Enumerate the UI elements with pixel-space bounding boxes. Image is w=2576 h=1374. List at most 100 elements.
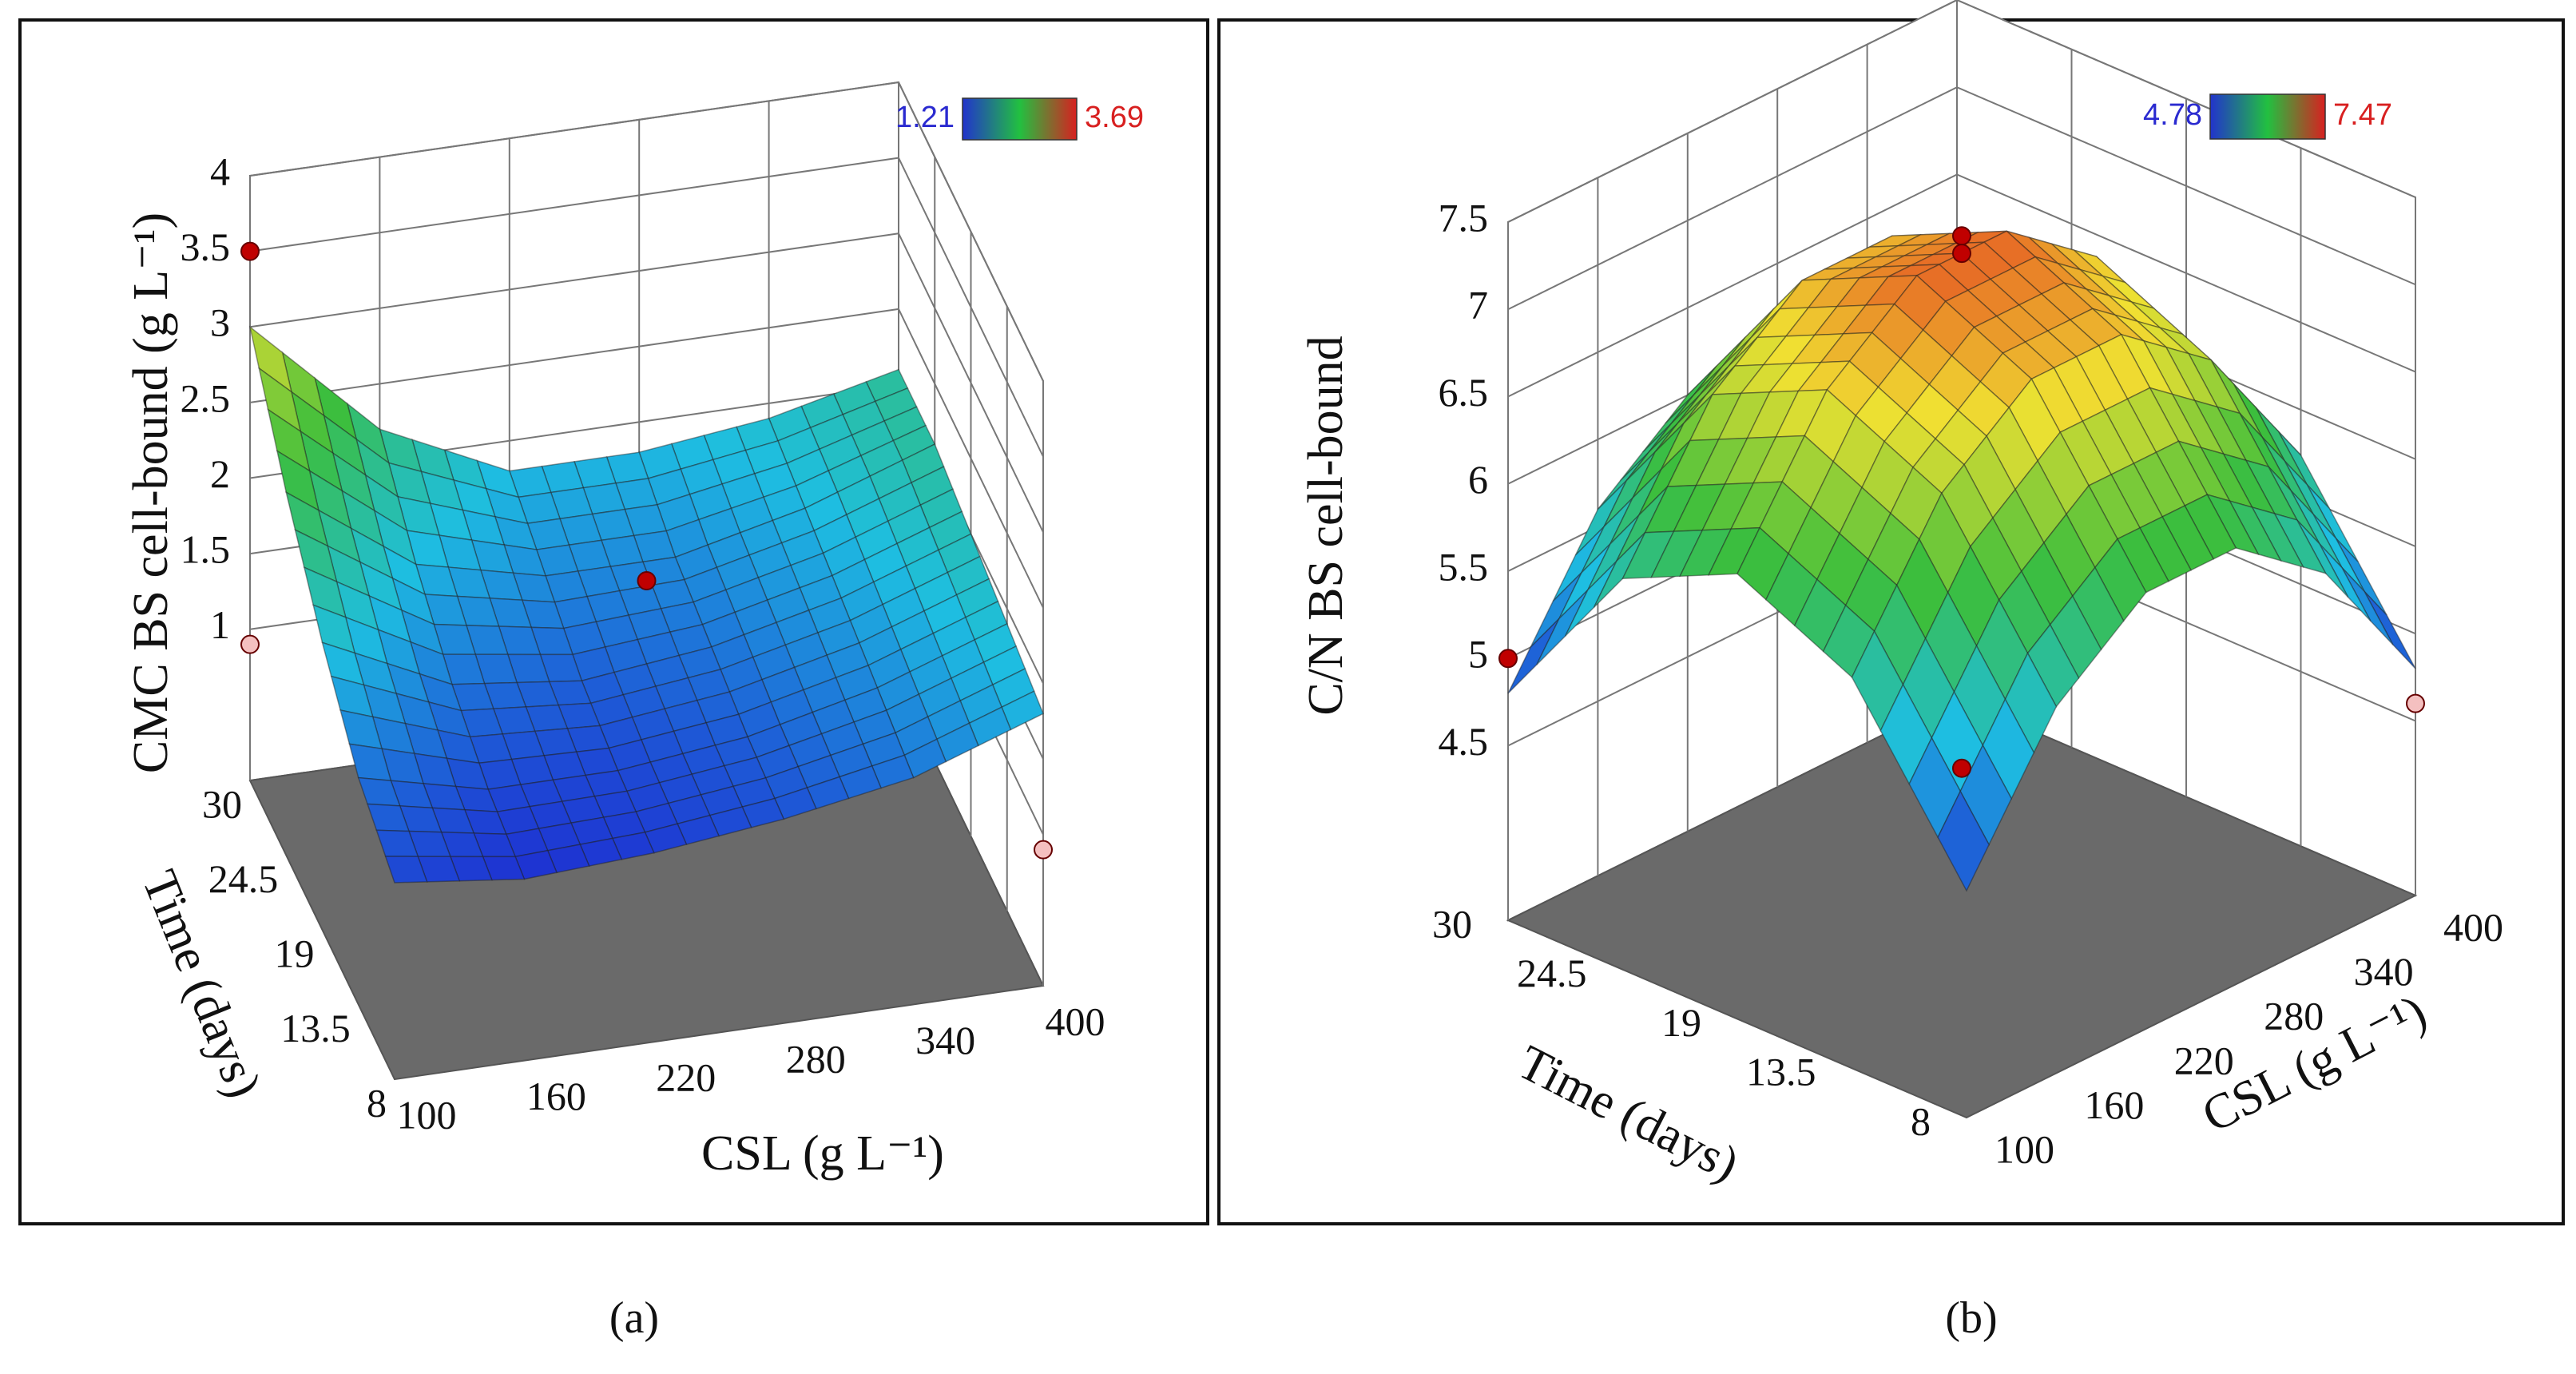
surface-patch xyxy=(366,803,411,832)
surface-patch xyxy=(867,648,911,689)
surface-patch xyxy=(1661,394,1713,470)
z-tick-label: 4.5 xyxy=(1439,719,1489,764)
surface-patch xyxy=(1632,423,1685,498)
surface-patch xyxy=(1689,392,1743,442)
y-tick-label: 30 xyxy=(1432,901,1472,946)
grid-line xyxy=(249,308,1044,609)
surface-patch xyxy=(335,580,379,631)
surface-patch xyxy=(903,738,947,779)
surface-patch xyxy=(387,462,431,505)
surface-patch xyxy=(991,668,1035,709)
x-tick-label: 400 xyxy=(1046,999,1105,1043)
surface-patch xyxy=(321,641,365,686)
surface-patch xyxy=(363,684,407,725)
surface-patch xyxy=(1746,390,1800,439)
z-axis-label: CMC BS cell-bound (g L⁻¹) xyxy=(124,212,178,773)
surface-patch xyxy=(839,765,883,800)
surface-patch xyxy=(1756,307,1810,339)
surface-patch xyxy=(1644,484,1697,534)
panel-label: (b) xyxy=(1945,1293,1997,1343)
surface-patch xyxy=(379,428,423,473)
surface-patch xyxy=(1693,337,1746,395)
surface-patch xyxy=(1778,278,1832,310)
x-tick-label: 100 xyxy=(397,1092,457,1137)
colorbar-max: 7.47 xyxy=(2333,98,2392,132)
grid-line xyxy=(1507,86,2416,311)
surface-patch xyxy=(1740,363,1794,395)
design-point xyxy=(240,241,260,261)
z-tick-label: 1.5 xyxy=(181,527,231,572)
surface-patch xyxy=(1642,394,1695,453)
z-tick-label: 7 xyxy=(1468,283,1488,328)
surface-patch xyxy=(404,722,448,760)
x-axis-label: CSL (g L⁻¹) xyxy=(701,1126,944,1181)
surface-patch xyxy=(1801,267,1854,281)
colorbar-max: 3.69 xyxy=(1085,101,1144,134)
z-tick-label: 7.5 xyxy=(1439,195,1489,240)
surface-patch xyxy=(1536,589,1589,665)
surface-patch xyxy=(908,654,952,696)
x-tick-label: 340 xyxy=(2354,949,2414,994)
surface-patch xyxy=(1784,305,1839,337)
surface-patch xyxy=(905,549,949,590)
surface-patch xyxy=(344,616,388,665)
grid-line xyxy=(1507,173,2416,398)
surface-patch xyxy=(346,402,390,465)
surface-patch xyxy=(1565,561,1617,637)
design-point xyxy=(1952,244,1971,264)
surface-patch xyxy=(1859,264,1911,279)
surface-patch xyxy=(1729,481,1784,530)
surface-patch xyxy=(386,662,430,703)
surface-patch xyxy=(323,414,367,477)
y-tick-label: 19 xyxy=(275,931,315,975)
surface-patch xyxy=(1507,618,1560,694)
y-tick-label: 8 xyxy=(1911,1098,1931,1143)
x-tick-label: 100 xyxy=(1995,1126,2054,1171)
design-point xyxy=(637,571,657,590)
y-tick-label: 13.5 xyxy=(280,1006,351,1050)
colorbar-min: 1.21 xyxy=(895,101,955,134)
surface-patch xyxy=(871,754,915,789)
surface-patch xyxy=(308,469,352,530)
grid-line xyxy=(249,157,1044,458)
z-axis-label: C/N BS cell-bound xyxy=(1299,336,1353,715)
surface-patch xyxy=(1813,304,1868,336)
colorbar xyxy=(2209,93,2326,140)
surface-patch xyxy=(312,604,356,654)
surface-patch xyxy=(1701,482,1755,531)
x-tick-label: 280 xyxy=(786,1036,846,1081)
surface-patch xyxy=(330,675,374,718)
surface-patch xyxy=(399,805,443,833)
surface-patch xyxy=(863,542,907,583)
panel-frame xyxy=(1217,18,2565,1225)
surface-patch xyxy=(1836,276,1890,308)
surface-patch xyxy=(371,716,415,755)
colorbar-min: 4.78 xyxy=(2143,98,2202,132)
y-tick-label: 24.5 xyxy=(1517,951,1587,995)
surface-patch xyxy=(340,489,385,548)
surface-patch xyxy=(1807,277,1861,308)
x-tick-label: 220 xyxy=(2174,1038,2234,1082)
surface-patch xyxy=(355,438,399,498)
surface-patch xyxy=(1791,333,1845,364)
x-tick-label: 160 xyxy=(2084,1082,2144,1127)
surface-patch xyxy=(968,706,1012,747)
design-point xyxy=(2406,693,2425,713)
surface-patch xyxy=(842,400,886,436)
y-axis-label: Time (days) xyxy=(1510,1035,1747,1192)
z-tick-label: 6.5 xyxy=(1439,370,1489,415)
design-point xyxy=(1034,840,1053,860)
panel-frame xyxy=(18,18,1209,1225)
grid-line xyxy=(249,81,1044,382)
surface-patch xyxy=(258,367,302,433)
surface-patch xyxy=(1830,266,1883,280)
x-tick-label: 220 xyxy=(656,1055,716,1100)
x-tick-label: 400 xyxy=(2443,904,2503,949)
surface-patch xyxy=(1728,308,1780,367)
surface-patch xyxy=(1677,365,1729,424)
z-tick-label: 2 xyxy=(210,451,230,496)
surface-patch xyxy=(1750,280,1803,339)
surface-patch xyxy=(1869,234,1921,248)
surface-patch xyxy=(1699,337,1752,395)
surface-patch xyxy=(822,536,866,577)
